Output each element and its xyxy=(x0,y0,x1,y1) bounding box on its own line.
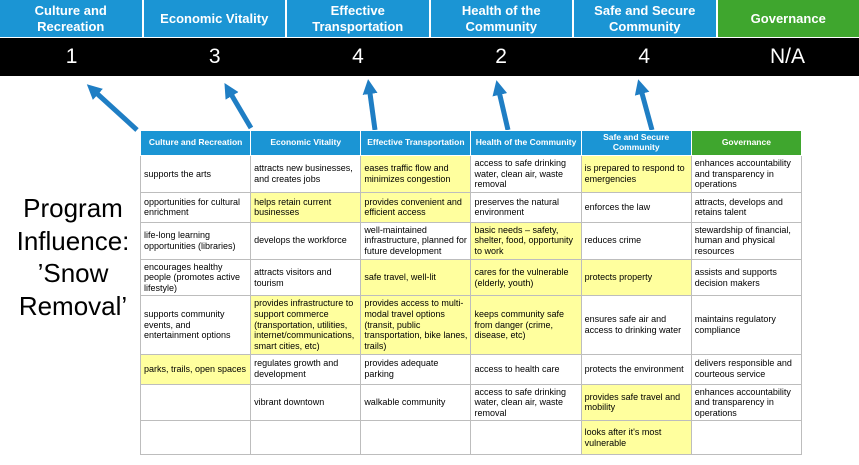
matrix-cell: delivers responsible and courteous servi… xyxy=(690,353,803,385)
matrix-cell-highlighted: basic needs – safety, shelter, food, opp… xyxy=(470,221,582,260)
matrix-header-safe-and-secure-community: Safe and Secure Community xyxy=(580,130,692,156)
matrix-cell-highlighted: helps retain current businesses xyxy=(250,191,362,223)
pillar-score-health-of-the-community: 2 xyxy=(495,45,507,68)
matrix-header-effective-transportation: Effective Transportation xyxy=(360,130,472,156)
matrix-cell xyxy=(470,420,582,456)
matrix-cell-highlighted: provides safe travel and mobility xyxy=(580,383,692,422)
matrix-cell-highlighted: parks, trails, open spaces xyxy=(139,353,252,385)
pillar-score-governance: N/A xyxy=(769,45,805,68)
matrix-cell: protects the environment xyxy=(580,353,692,385)
matrix-cell: enhances accountability and transparency… xyxy=(690,383,803,422)
matrix-header-culture-and-recreation: Culture and Recreation xyxy=(139,130,252,156)
matrix-cell xyxy=(139,383,252,422)
matrix-cell: vibrant downtown xyxy=(250,383,362,422)
matrix-header-governance: Governance xyxy=(690,130,803,156)
matrix-cell: attracts, develops and retains talent xyxy=(690,191,803,223)
matrix-cell xyxy=(250,420,362,456)
matrix-cell: attracts visitors and tourism xyxy=(250,258,362,297)
pillar-header-governance: Governance xyxy=(717,0,859,38)
influence-matrix-table: Culture and Recreation Economic Vitality E… xyxy=(139,130,803,456)
matrix-cell: supports community events, and entertain… xyxy=(139,295,252,355)
matrix-cell: ensures safe air and access to drinking … xyxy=(580,295,692,355)
matrix-cell-highlighted: provides infrastructure to support comme… xyxy=(250,295,362,355)
matrix-header-economic-vitality: Economic Vitality xyxy=(250,130,362,156)
pillar-score-safe-and-secure-community: 4 xyxy=(638,45,651,68)
pillar-score-culture-and-recreation: 1 xyxy=(65,45,78,68)
matrix-cell-highlighted: eases traffic flow and minimizes congest… xyxy=(360,155,472,193)
pillar-header-economic-vitality: Economic Vitality xyxy=(143,0,285,38)
matrix-row-3: life-long learning opportunities (librar… xyxy=(139,221,803,260)
matrix-cell: enforces the law xyxy=(580,191,692,223)
matrix-cell-highlighted: provides access to multi-modal travel op… xyxy=(360,295,472,355)
program-title: Program Influence: ’Snow Removal’ xyxy=(16,193,130,321)
matrix-cell: reduces crime xyxy=(580,221,692,260)
pillar-header-row: Culture and Recreation Economic Vitality E… xyxy=(0,0,859,38)
matrix-cell xyxy=(690,420,803,456)
matrix-row-2: opportunities for cultural enrichment hel… xyxy=(139,191,803,223)
matrix-row-8: looks after it's most vulnerable xyxy=(139,420,803,456)
matrix-cell-highlighted: cares for the vulnerable (elderly, youth… xyxy=(470,258,582,297)
matrix-cell: encourages healthy people (promotes acti… xyxy=(139,258,252,297)
matrix-row-1: supports the arts attracts new businesses… xyxy=(139,155,803,193)
matrix-cell: access to health care xyxy=(470,353,582,385)
matrix-row-6: parks, trails, open spaces regulates grow… xyxy=(139,353,803,385)
matrix-row-5: supports community events, and entertain… xyxy=(139,295,803,355)
pillar-header-effective-transportation: Effective Transportation xyxy=(287,0,429,38)
matrix-cell: access to safe drinking water, clean air… xyxy=(470,155,582,193)
matrix-cell xyxy=(139,420,252,456)
matrix-cell: preserves the natural environment xyxy=(470,191,582,223)
matrix-cell-highlighted: looks after it's most vulnerable xyxy=(580,420,692,456)
matrix-cell: opportunities for cultural enrichment xyxy=(139,191,252,223)
matrix-cell: attracts new businesses, and creates job… xyxy=(250,155,362,193)
matrix-cell-highlighted: keeps community safe from danger (crime,… xyxy=(470,295,582,355)
matrix-row-7: vibrant downtown walkable community access… xyxy=(139,383,803,422)
matrix-cell: life-long learning opportunities (librar… xyxy=(139,221,252,260)
arrow-safe-and-secure-community xyxy=(634,79,655,131)
arrow-effective-transportation xyxy=(362,79,378,131)
matrix-cell: stewardship of financial, human and phys… xyxy=(690,221,803,260)
pillar-header-health-of-the-community: Health of the Community xyxy=(430,0,572,38)
arrow-culture-and-recreation xyxy=(86,84,139,132)
pillar-score-economic-vitality: 3 xyxy=(208,45,221,68)
matrix-cell: develops the workforce xyxy=(250,221,362,260)
matrix-header-row: Culture and Recreation Economic Vitality E… xyxy=(139,130,803,156)
matrix-cell-highlighted: provides convenient and efficient access xyxy=(360,191,472,223)
matrix-cell: regulates growth and development xyxy=(250,353,362,385)
pillar-header-safe-and-secure-community: Safe and Secure Community xyxy=(574,0,716,38)
matrix-row-4: encourages healthy people (promotes acti… xyxy=(139,258,803,297)
arrow-health-of-the-community xyxy=(492,80,511,131)
matrix-cell: access to safe drinking water, clean air… xyxy=(470,383,582,422)
matrix-cell-highlighted: protects property xyxy=(580,258,692,297)
matrix-cell: well-maintained infrastructure, planned … xyxy=(360,221,472,260)
matrix-cell: maintains regulatory compliance xyxy=(690,295,803,355)
matrix-cell-highlighted: safe travel, well-lit xyxy=(360,258,472,297)
arrow-economic-vitality xyxy=(224,82,254,130)
influence-arrows xyxy=(86,79,655,132)
pillar-header-culture-and-recreation: Culture and Recreation xyxy=(0,0,142,38)
matrix-cell-highlighted: is prepared to respond to emergencies xyxy=(580,155,692,193)
matrix-header-health-of-the-community: Health of the Community xyxy=(470,130,582,156)
pillar-score-effective-transportation: 4 xyxy=(352,45,364,68)
matrix-cell: enhances accountability and transparency… xyxy=(690,155,803,193)
matrix-cell: walkable community xyxy=(360,383,472,422)
score-row: 1 3 4 2 4 N/A xyxy=(0,38,859,76)
matrix-cell xyxy=(360,420,472,456)
matrix-cell: assists and supports decision makers xyxy=(690,258,803,297)
matrix-cell: provides adequate parking xyxy=(360,353,472,385)
matrix-cell: supports the arts xyxy=(139,155,252,193)
